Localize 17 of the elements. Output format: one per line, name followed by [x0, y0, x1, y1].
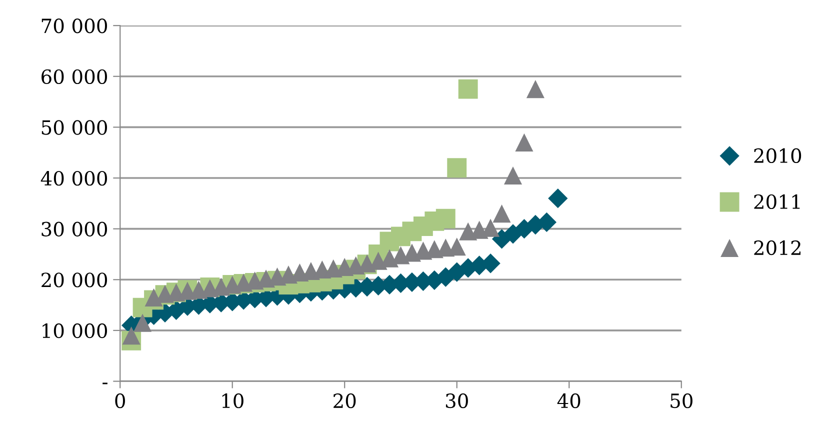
y-tick-label: 40 000 [40, 170, 107, 186]
y-tick-label: 50 000 [42, 120, 107, 135]
x-tick-label: 10 [222, 393, 244, 408]
y-tick-label: 30 000 [42, 222, 107, 236]
x-tick-label: 40 [557, 393, 580, 408]
legend-label: 2010 [754, 148, 802, 164]
y-tick-label: - [102, 382, 108, 384]
x-tick-label: 0 [115, 393, 125, 408]
legend-label: 2011 [754, 194, 800, 210]
x-tick-label: 30 [446, 393, 468, 408]
x-tick-label: 50 [670, 393, 692, 408]
y-tick-label: 60 000 [42, 69, 107, 84]
y-tick-label: 70 000 [42, 18, 107, 34]
y-tick-label: 10 000 [42, 323, 107, 338]
x-tick-label: 20 [334, 393, 356, 408]
legend-label: 2012 [754, 240, 800, 256]
y-tick-label: 20 000 [42, 272, 107, 288]
